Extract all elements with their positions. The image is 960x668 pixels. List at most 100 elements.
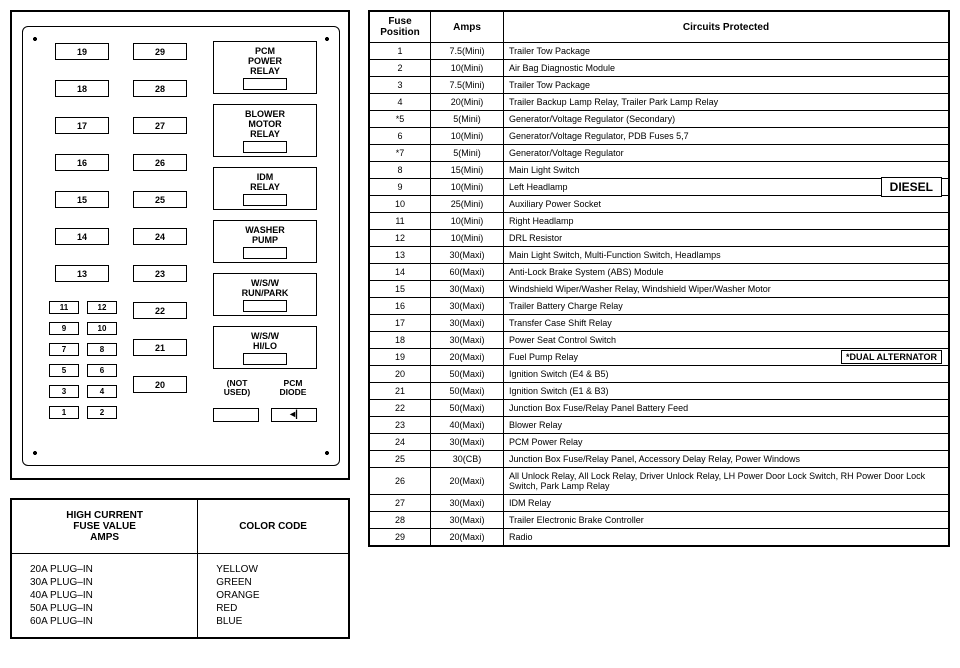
fuse-amps-cell: 10(Mini)	[431, 230, 504, 247]
fuse-position-cell: 15	[369, 281, 431, 298]
fuse-desc-cell: Right Headlamp	[504, 213, 950, 230]
fuse-position-cell: 28	[369, 512, 431, 529]
fuse-amps-cell: 30(Maxi)	[431, 495, 504, 512]
fuse-desc-cell: DRL Resistor	[504, 230, 950, 247]
fuse-position-cell: 24	[369, 434, 431, 451]
fuse-position-cell: 26	[369, 468, 431, 495]
fuse-amps-cell: 30(Maxi)	[431, 434, 504, 451]
table-row: 815(Mini)Main Light Switch	[369, 162, 949, 179]
fuse-slot-small: 12	[87, 301, 117, 314]
circuit-desc-text: Generator/Voltage Regulator, PDB Fuses 5…	[509, 131, 689, 141]
fuse-slot: 27	[133, 117, 187, 134]
relay-label: W/S/WHI/LO	[251, 331, 279, 351]
fuse-amps-cell: 20(Mini)	[431, 94, 504, 111]
table-row: 1530(Maxi)Windshield Wiper/Washer Relay,…	[369, 281, 949, 298]
pcm-footer-slots: ◂|	[213, 408, 317, 422]
circuit-desc-text: Trailer Battery Charge Relay	[509, 301, 623, 311]
table-row: 420(Mini) Trailer Backup Lamp Relay, Trai…	[369, 94, 949, 111]
circuit-desc-text: DRL Resistor	[509, 233, 562, 243]
fuse-desc-cell: PCM Power Relay	[504, 434, 950, 451]
table-row: 1210(Mini)DRL Resistor	[369, 230, 949, 247]
fuse-column-b: 29282726252423222120	[133, 43, 187, 393]
fuse-position-cell: 21	[369, 383, 431, 400]
color-amps-cell: 30A PLUG–IN	[11, 576, 198, 589]
fuse-amps-cell: 30(Maxi)	[431, 247, 504, 264]
fuse-column-a: 19181716151413	[55, 43, 109, 282]
fuse-desc-cell: Windshield Wiper/Washer Relay, Windshiel…	[504, 281, 950, 298]
color-amps-cell: 50A PLUG–IN	[11, 602, 198, 615]
relay-slot	[243, 78, 287, 90]
fuse-amps-cell: 50(Maxi)	[431, 383, 504, 400]
circuit-desc-text: Right Headlamp	[509, 216, 574, 226]
badge: *DUAL ALTERNATOR	[841, 350, 942, 364]
table-row: 910(Mini)Left HeadlampDIESEL	[369, 179, 949, 196]
fuse-desc-cell: Power Seat Control Switch	[504, 332, 950, 349]
fuse-slot: 28	[133, 80, 187, 97]
color-amps-cell: 40A PLUG–IN	[11, 589, 198, 602]
fuse-slot: 13	[55, 265, 109, 282]
color-amps-cell: 60A PLUG–IN	[11, 615, 198, 638]
fuse-position-cell: 14	[369, 264, 431, 281]
relay-slot	[243, 141, 287, 153]
table-row: 210(Mini)Air Bag Diagnostic Module	[369, 60, 949, 77]
fuse-position-cell: 3	[369, 77, 431, 94]
fuse-amps-cell: 7.5(Mini)	[431, 77, 504, 94]
page-root: 19181716151413 29282726252423222120 1112…	[10, 10, 950, 639]
fuse-amps-cell: 10(Mini)	[431, 60, 504, 77]
fuse-slot: 18	[55, 80, 109, 97]
table-row: 2430(Maxi)PCM Power Relay	[369, 434, 949, 451]
circuit-desc-text: Generator/Voltage Regulator	[509, 148, 624, 158]
fuse-slot: 14	[55, 228, 109, 245]
fuse-position-cell: 4	[369, 94, 431, 111]
fuse-slot: 15	[55, 191, 109, 208]
table-row: 1630(Maxi)Trailer Battery Charge Relay	[369, 298, 949, 315]
table-row: *75(Mini)Generator/Voltage Regulator	[369, 145, 949, 162]
table-row: *55(Mini)Generator/Voltage Regulator (Se…	[369, 111, 949, 128]
fuse-desc-cell: Auxiliary Power Socket	[504, 196, 950, 213]
fuse-slot-small: 4	[87, 385, 117, 398]
fuse-amps-cell: 10(Mini)	[431, 179, 504, 196]
fuse-desc-cell: Trailer Tow Package	[504, 43, 950, 60]
fuse-slot: 16	[55, 154, 109, 171]
circuit-desc-text: Radio	[509, 532, 533, 542]
fuse-position-cell: *7	[369, 145, 431, 162]
circuit-desc-text: Windshield Wiper/Washer Relay, Windshiel…	[509, 284, 771, 294]
table-row: 1730(Maxi)Transfer Case Shift Relay	[369, 315, 949, 332]
circuit-desc-text: Main Light Switch, Multi-Function Switch…	[509, 250, 721, 260]
fuse-position-cell: 25	[369, 451, 431, 468]
fuse-amps-cell: 60(Maxi)	[431, 264, 504, 281]
relay-slot	[243, 300, 287, 312]
fuse-amps-cell: 10(Mini)	[431, 128, 504, 145]
circuit-desc-text: Trailer Tow Package	[509, 46, 590, 56]
color-header-left: HIGH CURRENTFUSE VALUEAMPS	[11, 499, 198, 554]
circuit-desc-text: Trailer Backup Lamp Relay, Trailer Park …	[509, 97, 718, 107]
fuse-desc-cell: Generator/Voltage Regulator	[504, 145, 950, 162]
fuse-desc-cell: Junction Box Fuse/Relay Panel Battery Fe…	[504, 400, 950, 417]
circuit-desc-text: Air Bag Diagnostic Module	[509, 63, 615, 73]
fuse-slot-small: 10	[87, 322, 117, 335]
circuit-desc-text: Trailer Tow Package	[509, 80, 590, 90]
fuse-desc-cell: Generator/Voltage Regulator (Secondary)	[504, 111, 950, 128]
circuit-desc-text: Left Headlamp	[509, 182, 568, 192]
pcm-footer-labels: (NOTUSED)PCMDIODE	[213, 379, 317, 398]
fuse-position-cell: 9	[369, 179, 431, 196]
fuse-desc-cell: Air Bag Diagnostic Module	[504, 60, 950, 77]
relay-box: PCMPOWERRELAY	[213, 41, 317, 94]
table-row: 1110(Mini)Right Headlamp	[369, 213, 949, 230]
fuse-slot-small: 6	[87, 364, 117, 377]
pcm-diode-label: PCMDIODE	[269, 379, 317, 398]
circuit-desc-text: Main Light Switch	[509, 165, 580, 175]
fuse-amps-cell: 15(Mini)	[431, 162, 504, 179]
fuse-amps-cell: 30(Maxi)	[431, 298, 504, 315]
fuse-slot: 19	[55, 43, 109, 60]
color-code-row: 30A PLUG–INGREEN	[11, 576, 349, 589]
color-code-row: 60A PLUG–INBLUE	[11, 615, 349, 638]
fuse-desc-cell: Blower Relay	[504, 417, 950, 434]
color-name-cell: BLUE	[198, 615, 349, 638]
color-code-row: 50A PLUG–INRED	[11, 602, 349, 615]
table-row: 1025(Mini)Auxiliary Power Socket	[369, 196, 949, 213]
fuse-amps-cell: 20(Maxi)	[431, 529, 504, 547]
table-row: 1830(Maxi)Power Seat Control Switch	[369, 332, 949, 349]
relay-box: W/S/WHI/LO	[213, 326, 317, 369]
circuit-desc-text: All Unlock Relay, All Lock Relay, Driver…	[509, 471, 925, 491]
